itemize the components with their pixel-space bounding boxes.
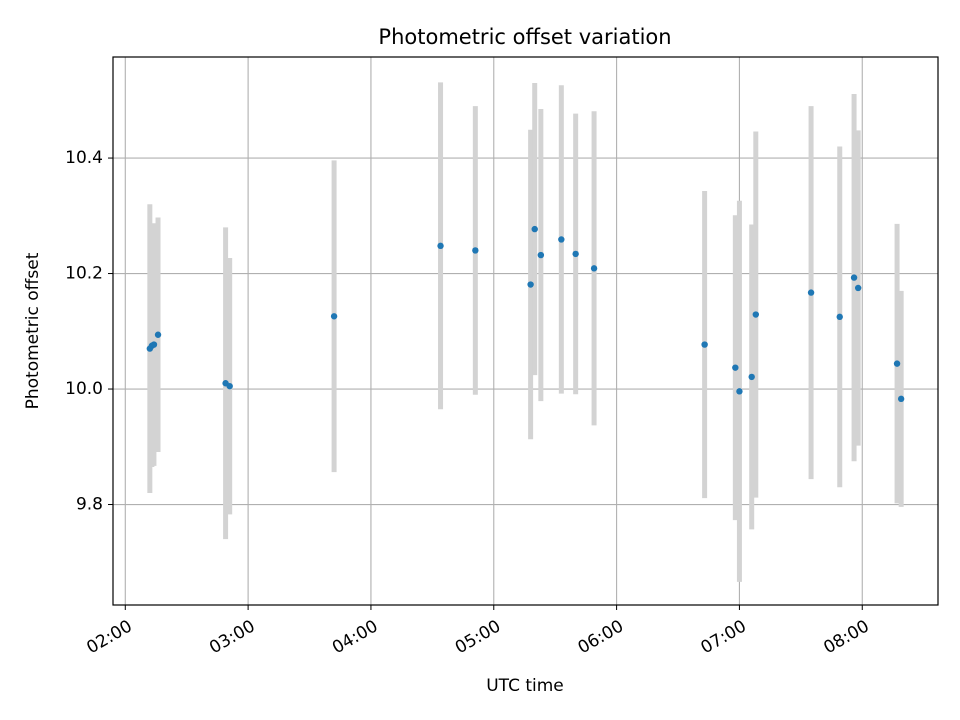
data-point <box>752 311 760 318</box>
data-point <box>537 251 545 259</box>
x-tick-label: 05:00 <box>452 616 504 658</box>
data-point <box>748 373 755 381</box>
x-tick-label: 06:00 <box>575 616 627 658</box>
data-point <box>732 364 739 371</box>
data-point <box>527 281 534 288</box>
data-point <box>472 247 479 254</box>
x-tick-label: 08:00 <box>820 616 872 658</box>
y-axis-label: Photometric offset <box>23 252 43 409</box>
data-point <box>226 382 233 390</box>
chart-title: Photometric offset variation <box>378 25 671 49</box>
x-tick-label: 02:00 <box>83 616 135 658</box>
data-point <box>330 313 338 320</box>
x-tick-label: 03:00 <box>206 616 258 658</box>
data-point <box>736 388 743 395</box>
y-tick-label: 9.8 <box>76 495 103 515</box>
x-axis: 02:00 03:00 04:00 05:00 06:00 07:00 08:00 <box>83 605 873 658</box>
y-axis: 9.8 10.0 10.2 10.4 <box>65 148 113 515</box>
data-point <box>701 341 708 348</box>
data-point <box>531 225 538 233</box>
x-axis-label: UTC time <box>486 676 564 696</box>
data-point <box>437 242 444 250</box>
y-tick-label: 10.0 <box>65 379 103 399</box>
data-point <box>854 284 862 292</box>
y-tick-label: 10.4 <box>65 148 103 168</box>
data-points <box>146 225 905 403</box>
data-point <box>807 289 815 296</box>
x-tick-label: 04:00 <box>329 616 381 658</box>
data-point <box>572 250 579 258</box>
data-point <box>154 331 162 338</box>
data-point <box>590 265 598 272</box>
data-point <box>850 274 858 281</box>
y-tick-label: 10.2 <box>65 264 103 284</box>
data-point <box>558 236 565 243</box>
data-point <box>836 313 843 321</box>
plot-frame <box>112 56 939 606</box>
x-tick-label: 07:00 <box>697 616 749 658</box>
grid <box>113 57 938 605</box>
data-point <box>897 395 905 403</box>
data-point <box>893 360 901 367</box>
data-point <box>150 341 158 348</box>
errorbars <box>147 82 904 582</box>
